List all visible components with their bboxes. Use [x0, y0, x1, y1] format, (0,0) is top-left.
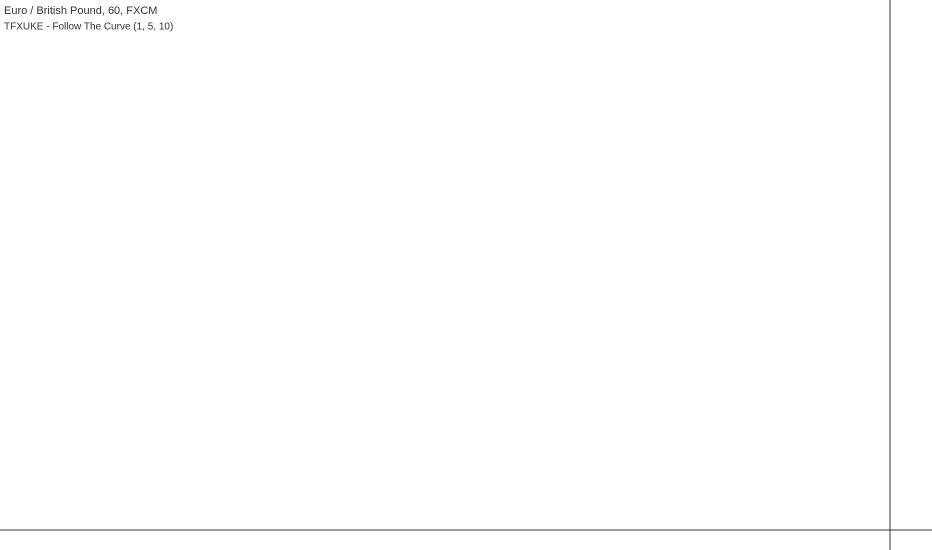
indicator-label: TFXUKE - Follow The Curve (1, 5, 10) [4, 22, 173, 33]
chart-title: Euro / British Pound, 60, FXCM [4, 5, 157, 17]
